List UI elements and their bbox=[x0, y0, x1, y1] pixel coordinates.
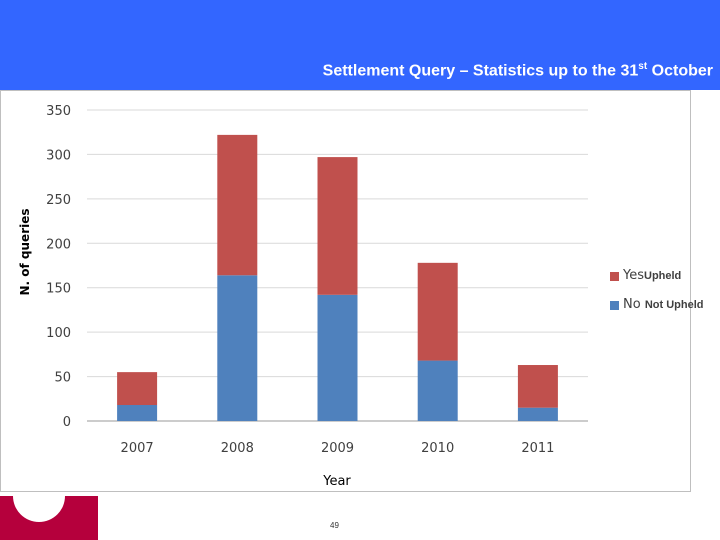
y-tick-label: 300 bbox=[46, 148, 71, 163]
x-tick-labels: 2007 2008 2009 2010 2011 bbox=[121, 441, 555, 456]
bar-no-2010 bbox=[417, 360, 458, 421]
bars bbox=[117, 134, 558, 421]
y-tick-label: 250 bbox=[46, 193, 71, 208]
logo-graphic bbox=[0, 496, 98, 540]
x-tick-label: 2008 bbox=[221, 441, 254, 456]
y-tick-label: 350 bbox=[46, 104, 71, 119]
bar-yes-2008 bbox=[217, 134, 258, 276]
x-axis-label: Year bbox=[322, 474, 351, 489]
bar-no-2007 bbox=[117, 405, 158, 421]
bar-no-2009 bbox=[317, 294, 358, 421]
slide-title-end: October bbox=[647, 62, 713, 80]
bar-yes-2009 bbox=[317, 157, 358, 295]
legend-swatch-no bbox=[610, 301, 619, 310]
bar-yes-2007 bbox=[117, 372, 158, 406]
x-tick-label: 2010 bbox=[421, 441, 454, 456]
slide-title-main: Settlement Query – Statistics up to the … bbox=[322, 62, 639, 80]
page-number: 49 bbox=[330, 521, 339, 530]
logo bbox=[0, 492, 100, 540]
y-tick-label: 200 bbox=[46, 237, 71, 252]
legend-note-not-upheld: Not Upheld bbox=[644, 299, 704, 311]
legend-swatch-yes bbox=[610, 272, 619, 281]
x-tick-label: 2007 bbox=[121, 441, 154, 456]
y-tick-labels: 0 50 100 150 200 250 300 350 bbox=[46, 104, 71, 430]
slide-title: Settlement Query – Statistics up to the … bbox=[323, 61, 713, 80]
y-tick-label: 100 bbox=[46, 326, 71, 341]
bar-yes-2011 bbox=[517, 365, 558, 408]
x-tick-label: 2009 bbox=[321, 441, 354, 456]
header-bar bbox=[0, 0, 720, 90]
slide-title-superscript: st bbox=[638, 61, 648, 72]
bar-no-2008 bbox=[217, 275, 258, 421]
bar-yes-2010 bbox=[417, 262, 458, 361]
y-axis-label: N. of queries bbox=[18, 208, 32, 295]
y-tick-label: 0 bbox=[63, 415, 71, 430]
legend-note-upheld: Upheld bbox=[644, 270, 682, 282]
legend-label-yes: Yes bbox=[623, 268, 644, 283]
x-tick-label: 2011 bbox=[521, 441, 554, 456]
bar-no-2011 bbox=[517, 407, 558, 421]
y-tick-label: 150 bbox=[46, 282, 71, 297]
legend-label-no: No bbox=[623, 297, 641, 312]
y-tick-label: 50 bbox=[54, 371, 71, 386]
